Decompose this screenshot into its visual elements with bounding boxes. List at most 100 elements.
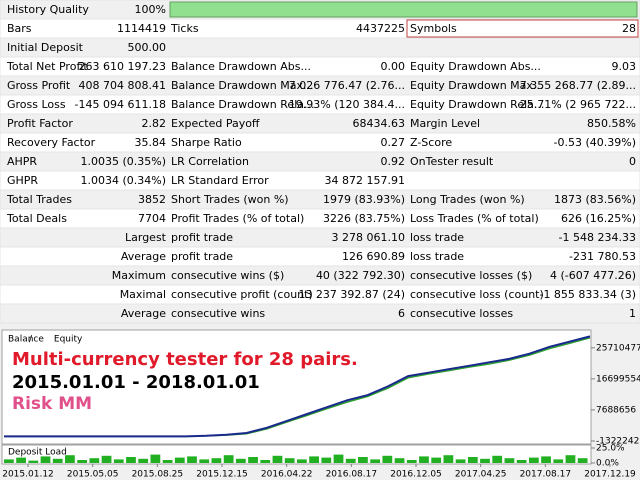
label: profit trade [171,231,233,244]
value: 35.84 [135,136,167,149]
load-bar [528,457,539,463]
load-bar [333,454,344,463]
load-bar [77,460,88,463]
annotation: 2015.01.01 - 2018.01.01 [12,372,260,393]
panel-label: Deposit Load [8,448,67,458]
label: Margin Level [410,117,480,130]
row-background [0,37,640,58]
load-bar [492,455,503,463]
load-bar [4,459,14,463]
load-bar [28,460,39,463]
label: consecutive wins ($) [171,269,284,282]
label: LR Standard Error [171,174,269,187]
value: 0.92 [381,155,406,168]
label: LR Correlation [171,155,249,168]
load-bar [467,457,478,463]
y-tick-label: 0.0% [596,459,619,469]
value: 28 [622,22,636,35]
value: 0.27 [381,136,406,149]
value: 2.82 [142,117,167,130]
load-bar [394,458,405,463]
label: Expected Payoff [171,117,260,130]
highlight-box [406,19,639,38]
label: OnTester result [410,155,494,168]
label: profit trade [171,250,233,263]
value: -1 855 833.34 (3) [539,288,636,301]
label: Profit Trades (% of total) [171,212,304,225]
load-bar [272,455,283,463]
label: consecutive loss (count) [410,288,544,301]
load-bar [52,458,63,463]
load-bar [16,457,26,463]
value: 3226 (83.75%) [323,212,405,225]
x-tick-label: 2017.08.17 [520,470,572,480]
load-bar [577,458,588,463]
quality-bar [169,1,638,18]
load-bar [260,460,271,463]
value: 34 872 157.91 [325,174,405,187]
value: 500.00 [128,41,167,54]
load-bar [211,458,222,463]
value: Average [121,307,166,320]
load-bar [187,456,197,463]
value: Average [121,250,166,263]
label: Long Trades (won %) [410,193,525,206]
value: 1873 (83.56%) [554,193,636,206]
value: 126 690.89 [342,250,405,263]
label: Total Trades [6,193,72,206]
load-bar [235,458,246,463]
legend-entry: Equity [54,335,83,345]
load-bar [455,459,466,463]
value: 19.93% (120 384.4... [289,98,405,111]
y-tick-label: 25710477 [596,343,640,353]
value: 0 [629,155,636,168]
load-bar [345,458,356,463]
y-tick-label: 25.0% [596,444,625,454]
load-bar [309,456,319,463]
label: Bars [7,22,32,35]
label: Z-Score [410,136,452,149]
value: 1 [629,307,636,320]
load-bar [199,459,210,463]
row-background [0,227,640,248]
label: Total Deals [6,212,67,225]
label: loss trade [410,231,464,244]
value: -0.53 (40.39%) [554,136,636,149]
label: consecutive losses ($) [410,269,532,282]
y-tick-label: 16699554 [596,374,640,384]
value: 3852 [138,193,166,206]
label: Balance Drawdown Max... [171,79,314,92]
label: Ticks [170,22,199,35]
load-bar [126,457,136,463]
value: 1114419 [117,22,166,35]
annotation: Multi-currency tester for 28 pairs. [12,349,358,370]
load-bar [65,455,75,463]
label: Balance Drawdown Abs... [171,60,311,73]
row-background [0,208,640,229]
load-bar [419,456,429,463]
x-tick-label: 2017.12.19 [584,470,636,480]
label: Symbols [410,22,457,35]
row-background [0,303,640,324]
value: 0.00 [381,60,406,73]
label: consecutive wins [171,307,265,320]
y-tick-label: 7688656 [596,405,636,415]
x-tick-label: 2016.12.05 [390,470,442,480]
value: -145 094 611.18 [75,98,166,111]
value: 7 355 268.77 (2.89... [520,79,636,92]
value: Maximum [112,269,166,282]
value: Largest [125,231,167,244]
value: 40 (322 792.30) [316,269,405,282]
label: Equity Drawdown Max... [410,79,543,92]
row-background [0,132,640,153]
load-bar [113,459,124,463]
value: 68434.63 [353,117,406,130]
label: consecutive profit (count) [171,288,313,301]
y-tick-label: -1322242 [596,437,639,447]
value: 4 (-607 477.26) [550,269,636,282]
label: Gross Profit [7,79,71,92]
value: 263 610 197.23 [79,60,166,73]
x-tick-label: 2017.04.25 [455,470,507,480]
load-bar [382,455,393,463]
